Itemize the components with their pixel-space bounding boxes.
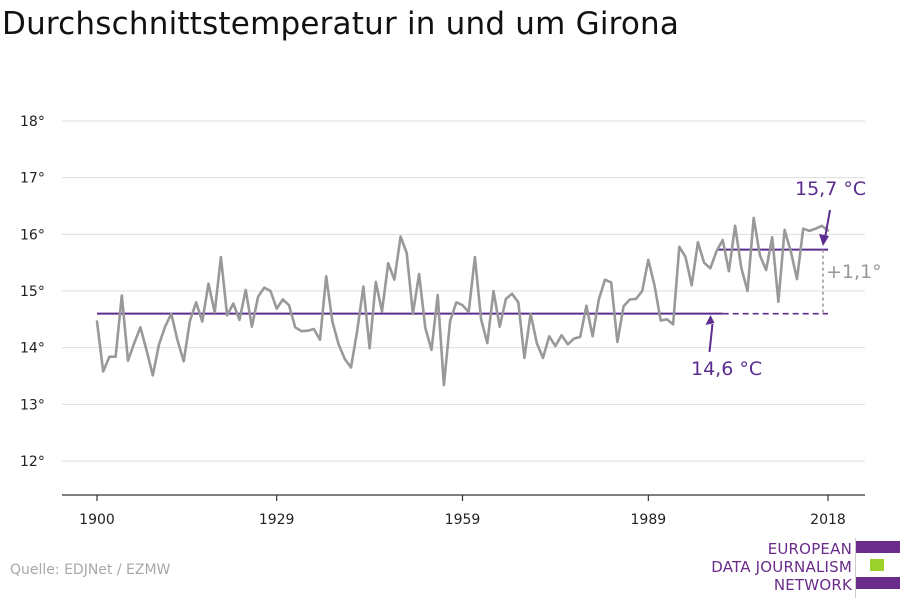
y-axis-tick-labels: 12° 13° 14° 15° 16° 17° 18° <box>20 114 45 470</box>
x-axis: 1900 1929 1959 1989 2018 <box>62 494 865 528</box>
y-tick-label: 12° <box>20 454 45 470</box>
edjnet-logo: EUROPEAN DATA JOURNALISM NETWORK <box>690 538 900 598</box>
y-tick-label: 14° <box>20 341 45 357</box>
x-tick-label: 1959 <box>445 512 481 528</box>
logo-line-2: DATA JOURNALISM <box>711 558 852 576</box>
logo-bar-green <box>870 559 884 571</box>
logo-line-1: EUROPEAN <box>767 540 852 558</box>
annotation-arrow-line <box>824 209 831 239</box>
series-line <box>95 216 830 387</box>
temperature-series <box>95 216 830 387</box>
x-tick-label: 1929 <box>259 512 295 528</box>
x-tick-label: 1900 <box>79 512 115 528</box>
annotation-mean-past: 14,6 °C <box>691 358 762 380</box>
y-tick-label: 16° <box>20 227 45 243</box>
logo-line-3: NETWORK <box>773 576 852 594</box>
logo-text: EUROPEAN DATA JOURNALISM NETWORK <box>711 540 852 594</box>
annotations: 14,6 °C 15,7 °C +1,1° <box>691 178 882 380</box>
logo-divider <box>855 538 856 598</box>
annotation-arrowhead <box>819 234 829 246</box>
y-tick-label: 18° <box>20 114 45 130</box>
logo-bar-purple-bottom <box>856 577 900 589</box>
x-tick-label: 1989 <box>631 512 667 528</box>
y-tick-label: 15° <box>20 284 45 300</box>
y-tick-label: 17° <box>20 171 45 187</box>
annotation-delta: +1,1° <box>826 261 882 283</box>
annotation-arrowhead <box>705 315 715 325</box>
annotation-mean-recent: 15,7 °C <box>795 178 866 200</box>
y-tick-label: 13° <box>20 397 45 413</box>
logo-bar-purple-top <box>856 541 900 553</box>
annotation-arrow-line <box>708 323 714 353</box>
line-chart: 12° 13° 14° 15° 16° 17° 18° 1900 1929 1959 1989 20… <box>20 114 882 528</box>
x-tick-label: 2018 <box>810 512 846 528</box>
gridlines <box>62 120 865 462</box>
source-note: Quelle: EDJNet / EZMW <box>10 562 171 578</box>
chart-title: Durchschnittstemperatur in und um Girona <box>2 6 680 42</box>
